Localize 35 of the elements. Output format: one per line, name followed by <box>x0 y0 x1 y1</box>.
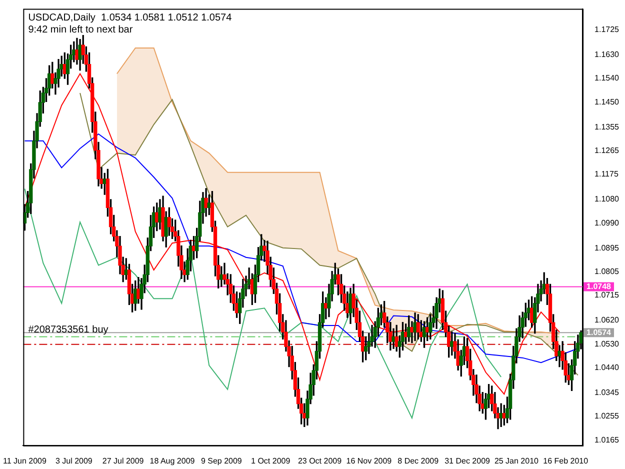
x-tick-label: 3 Jul 2009 <box>55 456 93 466</box>
y-tick-label: 1.0895 <box>594 243 620 252</box>
x-tick-label: 27 Jul 2009 <box>102 456 144 466</box>
y-tick-label: 1.1355 <box>594 122 620 132</box>
y-tick-label: 1.1725 <box>594 25 620 34</box>
x-tick-label: 18 Aug 2009 <box>150 456 196 466</box>
x-tick-label: 23 Oct 2009 <box>298 456 342 466</box>
y-tick-label: 1.0165 <box>594 435 620 444</box>
ref-line-label: 1.0574 <box>586 328 612 337</box>
x-tick-label: 16 Feb 2010 <box>543 456 589 466</box>
x-tick-label: 9 Sep 2009 <box>200 456 242 466</box>
y-tick-label: 1.1450 <box>594 97 620 106</box>
ref-line-label: 1.0748 <box>586 282 612 292</box>
chart-title: USDCAD,Daily 1.0534 1.0581 1.0512 1.0574 <box>28 12 232 24</box>
x-tick-label: 11 Jun 2009 <box>3 456 47 466</box>
y-tick-label: 1.1265 <box>594 146 620 156</box>
y-tick-label: 1.1080 <box>594 194 620 204</box>
y-tick-label: 1.0440 <box>594 363 620 372</box>
x-tick-label: 16 Nov 2009 <box>346 456 392 466</box>
text: 9:42 min left to next bar <box>28 24 134 36</box>
y-tick-label: 1.1630 <box>594 50 620 60</box>
x-tick-label: 8 Dec 2009 <box>398 456 440 466</box>
y-tick-label: 1.0345 <box>594 388 620 397</box>
y-tick-label: 1.0530 <box>594 339 620 348</box>
y-tick-label: 1.0715 <box>594 290 620 300</box>
y-tick-label: 1.0990 <box>594 218 620 228</box>
y-tick-label: 1.1540 <box>594 74 620 83</box>
x-tick-label: 1 Oct 2009 <box>251 456 291 466</box>
x-tick-label: 31 Dec 2009 <box>444 456 491 466</box>
y-tick-label: 1.0255 <box>594 412 620 421</box>
y-tick-label: 1.1175 <box>594 170 619 179</box>
y-tick-label: 1.0620 <box>594 316 620 325</box>
x-tick-label: 25 Jan 2010 <box>494 456 540 466</box>
y-tick-label: 1.0805 <box>594 267 620 276</box>
ref-line-label: #2087353561 buy <box>28 324 108 336</box>
